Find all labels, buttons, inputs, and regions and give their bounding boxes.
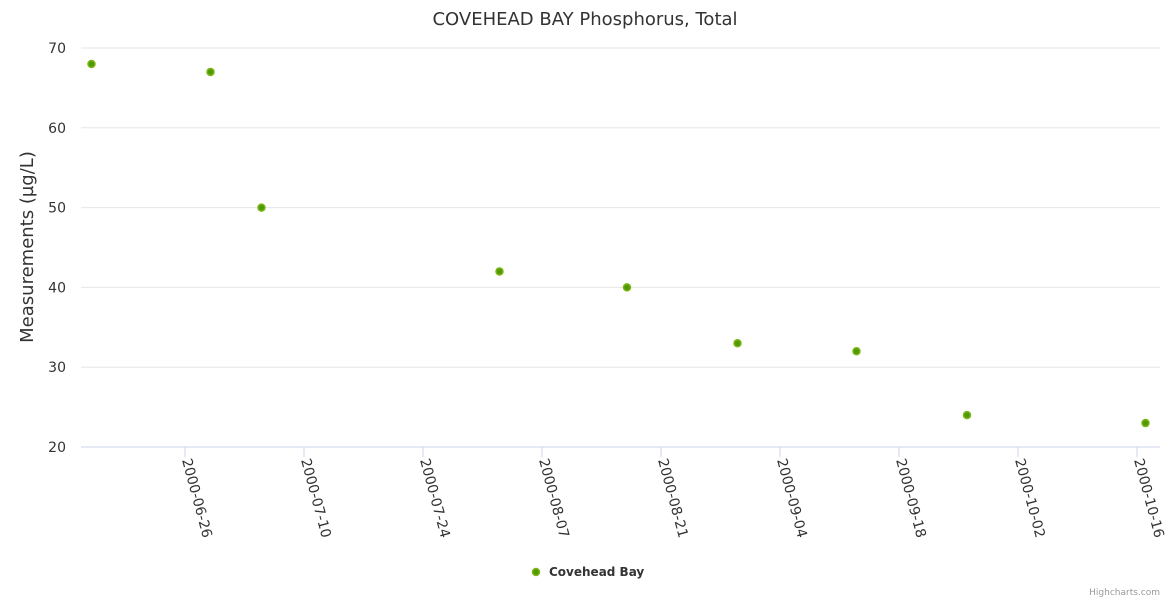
data-point[interactable]	[206, 67, 215, 77]
chart-title: COVEHEAD BAY Phosphorus, Total	[432, 9, 737, 30]
credits-link[interactable]: Highcharts.com	[1089, 588, 1160, 598]
x-tick-label: 2000-07-24	[416, 457, 453, 540]
y-tick-label: 70	[48, 41, 66, 57]
y-axis-label: Measurements (µg/L)	[17, 151, 38, 343]
x-tick-label: 2000-08-21	[654, 457, 691, 540]
x-tick-label: 2000-10-02	[1011, 457, 1048, 540]
x-tick-label: 2000-08-07	[535, 457, 572, 540]
data-point[interactable]	[1141, 418, 1150, 428]
data-point[interactable]	[87, 59, 96, 69]
legend-item[interactable]: Covehead Bay	[531, 565, 645, 579]
data-point[interactable]	[495, 267, 504, 276]
y-tick-label: 30	[48, 360, 66, 376]
data-point[interactable]	[962, 410, 972, 420]
data-point[interactable]	[733, 339, 742, 348]
y-tick-label: 60	[48, 121, 66, 137]
data-point[interactable]	[257, 203, 266, 212]
x-tick-label: 2000-10-16	[1130, 457, 1167, 540]
x-tick-label: 2000-09-04	[773, 457, 810, 540]
legend-marker	[531, 567, 541, 577]
y-tick-label: 40	[48, 280, 66, 296]
data-point[interactable]	[852, 346, 861, 356]
data-point[interactable]	[622, 283, 632, 292]
y-tick-label: 20	[48, 440, 66, 456]
legend-label: Covehead Bay	[549, 565, 644, 579]
x-tick-label: 2000-06-26	[178, 457, 215, 540]
x-tick-label: 2000-09-18	[892, 457, 929, 540]
y-tick-label: 50	[48, 201, 66, 217]
x-tick-label: 2000-07-10	[297, 457, 334, 540]
